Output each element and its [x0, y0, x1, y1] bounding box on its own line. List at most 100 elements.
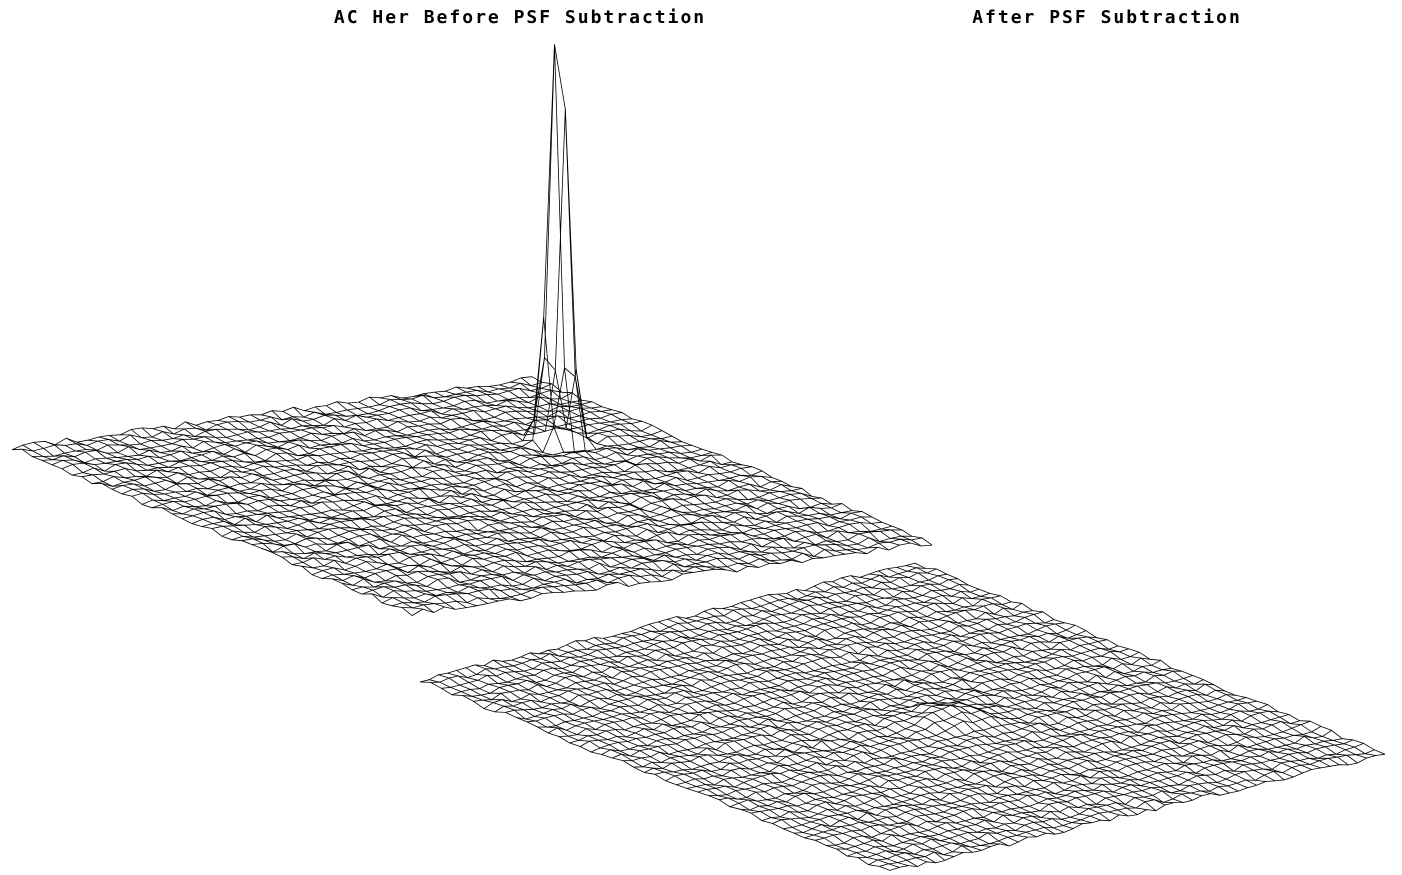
before-psf-mesh-column-line: [336, 401, 738, 573]
before-psf-mesh-column-line: [423, 317, 824, 559]
after-psf-mesh-column-line: [429, 679, 900, 868]
before-psf-mesh-row-line: [51, 392, 573, 466]
after-psf-mesh-column-line: [823, 581, 1294, 778]
before-psf-mesh-column-line: [271, 410, 673, 581]
after-psf-mesh-column-line: [529, 652, 1001, 845]
before-psf-mesh-column-line: [412, 394, 813, 559]
after-psf-mesh-column-line: [539, 653, 1010, 847]
after-psf-mesh-row-line: [836, 730, 1332, 850]
after-psf-mesh-column-line: [841, 577, 1312, 770]
before-psf-mesh-column-line: [347, 402, 748, 567]
before-psf-mesh-column-line: [239, 416, 640, 584]
after-psf-mesh-column-line: [438, 674, 909, 866]
after-psf-mesh-column-line: [731, 606, 1202, 797]
before-psf-mesh-column-line: [477, 386, 878, 549]
before-psf-mesh-column-line: [141, 427, 543, 594]
after-psf-mesh-column-line: [914, 562, 1386, 755]
before-psf-mesh-column-line: [98, 436, 499, 602]
after-psf-mesh-column-line: [786, 593, 1257, 786]
after-psf-mesh-column-line: [557, 648, 1028, 838]
after-psf-mesh-column-line: [474, 664, 946, 861]
before-psf-mesh-column-line: [304, 410, 705, 572]
before-psf-mesh-column-line: [261, 414, 662, 582]
before-psf-mesh-column-line: [163, 425, 564, 593]
before-psf-mesh-column-line: [391, 395, 792, 561]
after-psf-mesh-column-line: [566, 644, 1037, 838]
after-psf-mesh-row-line: [847, 738, 1343, 857]
before-psf-mesh-column-line: [22, 444, 423, 610]
before-psf-mesh-row-line: [211, 460, 733, 529]
before-psf-mesh-column-line: [174, 428, 575, 592]
before-psf-mesh-column-line: [488, 386, 889, 551]
before-psf-mesh-column-line: [369, 396, 770, 564]
after-psf-mesh-column-line: [704, 610, 1175, 803]
after-psf-mesh-column-line: [850, 575, 1321, 769]
after-psf-mesh-column-line: [814, 585, 1285, 781]
before-psf-mesh-row-line: [71, 401, 593, 476]
before-psf-mesh-column-line: [358, 401, 759, 568]
after-psf-mesh-column-line: [905, 565, 1376, 756]
before-psf-mesh-column-line: [55, 444, 456, 610]
before-psf-mesh-column-line: [217, 420, 618, 584]
after-psf-mesh-column-line: [612, 636, 1083, 825]
before-psf-mesh-column-line: [499, 384, 900, 546]
after-psf-mesh-column-line: [667, 618, 1138, 815]
after-psf-mesh-column-line: [896, 567, 1367, 759]
after-psf-mesh-column-line: [740, 602, 1211, 794]
before-psf-mesh-column-line: [315, 406, 716, 570]
after-psf-mesh-column-line: [832, 581, 1303, 774]
after-psf-mesh-column-line: [685, 617, 1157, 812]
before-psf-mesh-row-line: [411, 542, 933, 616]
before-psf-mesh-column-line: [44, 440, 445, 608]
title-after-psf: After PSF Subtraction: [972, 7, 1242, 28]
after-psf-mesh-column-line: [713, 607, 1184, 803]
before-psf-mesh-column-line: [87, 439, 488, 604]
before-psf-mesh-column-line: [206, 421, 608, 586]
after-psf-mesh-column-line: [484, 665, 955, 857]
before-psf-mesh-column-line: [120, 434, 521, 602]
after-psf-mesh-column-line: [658, 621, 1129, 817]
after-psf-mesh-column-line: [869, 573, 1340, 766]
after-psf-mesh-column-line: [804, 590, 1276, 782]
after-psf-mesh-column-line: [520, 656, 991, 847]
before-psf-mesh-column-line: [282, 411, 683, 575]
after-psf-mesh-column-line: [859, 577, 1331, 767]
after-psf-mesh-column-line: [777, 593, 1248, 789]
after-psf-mesh-row-line: [579, 624, 1076, 747]
before-psf-mesh-column-line: [456, 369, 857, 553]
surface-mesh-before-psf: [11, 44, 933, 616]
after-psf-mesh-column-line: [694, 615, 1166, 806]
before-psf-mesh-column-line: [325, 405, 727, 571]
after-psf-mesh-column-line: [493, 659, 964, 853]
before-psf-mesh-row-line: [21, 381, 543, 452]
after-psf-mesh-column-line: [593, 637, 1065, 833]
before-psf-mesh-column-line: [293, 406, 694, 573]
before-psf-mesh-column-line: [401, 397, 803, 563]
before-psf-mesh-column-line: [434, 44, 835, 556]
before-psf-mesh-column-line: [228, 416, 629, 587]
after-psf-mesh-column-line: [419, 681, 891, 871]
after-psf-mesh-column-line: [465, 667, 937, 864]
surface-mesh-after-psf: [419, 562, 1386, 871]
after-psf-mesh-column-line: [548, 649, 1019, 843]
after-psf-mesh-column-line: [603, 638, 1074, 829]
after-psf-mesh-column-line: [722, 608, 1193, 801]
after-psf-mesh-column-line: [878, 570, 1349, 766]
after-psf-mesh-column-line: [447, 672, 918, 867]
after-psf-mesh-column-line: [456, 670, 927, 863]
before-psf-mesh-column-line: [531, 376, 933, 546]
before-psf-mesh-column-line: [250, 414, 651, 583]
before-psf-mesh-column-line: [33, 442, 434, 613]
before-psf-mesh-column-line: [109, 435, 510, 600]
title-before-psf: AC Her Before PSF Subtraction: [334, 7, 706, 28]
after-psf-mesh-column-line: [648, 623, 1120, 816]
before-psf-mesh-column-line: [130, 429, 532, 599]
after-psf-mesh-column-line: [639, 627, 1111, 822]
before-psf-mesh-column-line: [11, 448, 413, 616]
after-psf-mesh-column-line: [502, 660, 973, 853]
before-psf-mesh-column-line: [185, 421, 586, 592]
before-psf-mesh-column-line: [66, 437, 467, 608]
after-psf-mesh-column-line: [621, 633, 1092, 824]
after-psf-mesh-row-line: [783, 710, 1279, 830]
